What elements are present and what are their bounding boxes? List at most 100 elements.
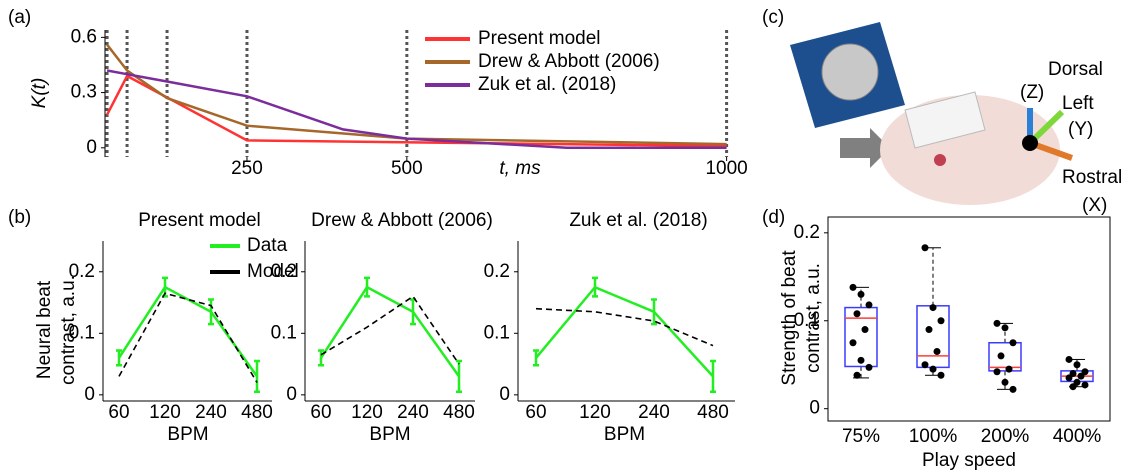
data-point [857,290,865,298]
x-tick-label: 120 [351,402,383,423]
x-tick-label: 60 [108,402,129,423]
arrow [840,128,890,168]
y-tick-label: 0.2 [271,261,297,282]
eye [934,154,946,166]
error-bar [651,298,657,326]
y-tick-label: 0.2 [69,261,95,282]
data-point [993,319,1001,327]
y-tick-label: 0.1 [271,322,297,343]
data-point [1001,324,1009,332]
y-axis-label: Strength of beat [779,250,800,386]
error-bar [710,359,716,394]
data-point [1009,385,1017,393]
data-point [929,304,937,312]
error-bar [318,349,324,367]
y-axis-label: contrast, a.u. [803,263,824,373]
axis-name: (Z) [1020,82,1044,103]
x-tick-label: 120 [579,402,611,423]
data-point [857,356,865,364]
panel-label: (d) [762,207,785,228]
plot-frame [827,216,1111,422]
y-tick-label: 0.3 [71,82,97,103]
error-bar [116,349,122,367]
origin [1022,135,1038,151]
y-tick-label: 0 [286,384,297,405]
y-tick-label: 0 [809,398,820,419]
box [844,306,878,368]
x-tick-label: 480 [443,402,475,423]
line [106,69,727,150]
line [106,43,727,146]
data-point [1001,378,1009,386]
x-tick-label: 250 [231,158,263,179]
y-axis-label: contrast, a.u. [58,275,79,385]
x-axis-label: BPM [167,424,208,445]
data-point [849,339,857,347]
line [320,295,460,365]
axis-name: (Y) [1068,119,1093,140]
photo [790,22,1074,205]
data-point [861,326,869,334]
data-point [1073,361,1081,369]
error-bar [364,276,370,298]
data-point [937,317,945,325]
y-tick-label: 0.1 [69,322,95,343]
data-point [865,363,873,371]
x-tick-label: 120 [149,402,181,423]
error-bar [533,349,539,367]
line [117,285,259,378]
x-tick-label: 500 [391,158,423,179]
data-point [1065,374,1073,382]
line [319,285,461,378]
y-tick-label: 0.1 [794,310,820,331]
legend-label: Drew & Abbott (2006) [478,51,660,72]
data-point [1065,355,1073,363]
legend-label: Zuk et al. (2018) [478,74,616,95]
data-point [933,348,941,356]
x-tick-label: 60 [310,402,331,423]
line [535,285,714,378]
data-point [1069,383,1077,391]
battery [821,43,879,101]
data-point [1009,339,1017,347]
data-point [921,244,929,252]
error-bar [208,298,214,326]
data-point [921,361,929,369]
x-tick-label: 200% [981,426,1030,447]
line [535,307,714,347]
axis-name: Rostral [1062,167,1122,188]
x-tick-label: 60 [525,402,546,423]
x-tick-label: 1000 [705,158,747,179]
data-point [1005,365,1013,373]
x-axis-label: Play speed [922,450,1016,471]
panel-label: (a) [8,7,31,28]
y-tick-label: 0.2 [794,222,820,243]
error-bar [592,276,598,298]
box [916,305,950,369]
chart-title: Present model [138,210,261,231]
error-bar [254,359,260,394]
panel-label: (b) [8,207,31,228]
legend-label: Present model [478,28,601,49]
data-point [853,371,861,379]
legend-label: Model [247,261,299,282]
y-tick-label: 0.6 [71,26,97,47]
x-axis-label: BPM [604,424,645,445]
y-tick-label: 0 [84,384,95,405]
y-tick-label: 0.1 [484,322,510,343]
x-tick-label: 240 [195,402,227,423]
device [904,91,986,149]
x-tick-label: 240 [638,402,670,423]
x-axis-label: t, ms [499,158,541,179]
axis-name: Dorsal [1048,59,1103,80]
data-point [925,326,933,334]
data-point [865,301,873,309]
y-tick-label: 0 [499,384,510,405]
y-tick-label: 0.2 [484,261,510,282]
x-tick-label: 480 [697,402,729,423]
x-tick-label: 240 [397,402,429,423]
data-point [853,310,861,318]
data-point [993,368,1001,376]
axis-name: (X) [1082,195,1107,216]
